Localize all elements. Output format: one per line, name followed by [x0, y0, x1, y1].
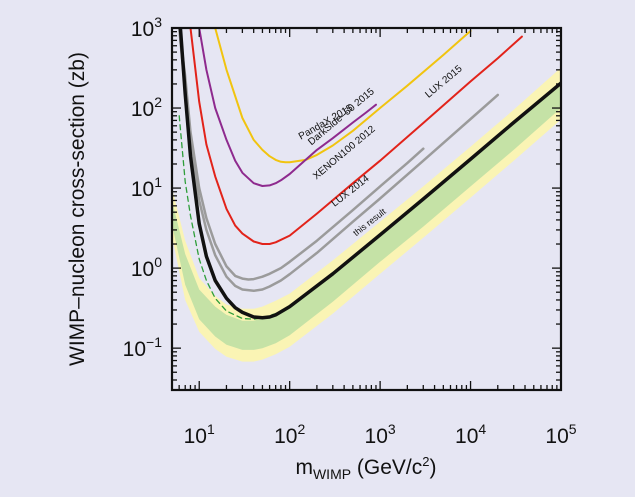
this-result-curve — [178, 28, 561, 320]
limit-curves — [177, 28, 561, 320]
x-tick-label: 105 — [545, 421, 576, 448]
x-tick-label: 102 — [274, 421, 305, 448]
y-tick-label: 10−1 — [123, 334, 163, 361]
sensitivity-2-sigma-band — [172, 67, 561, 362]
sensitivity-bands — [172, 67, 561, 362]
lux-2015-curve — [177, 28, 500, 293]
x-tick-label: 104 — [455, 421, 486, 448]
y-tick-label: 101 — [131, 174, 162, 201]
x-axis-ticks: 101 102 103 104 105 — [178, 28, 577, 448]
y-tick-label: 100 — [131, 254, 162, 281]
sensitivity-1-sigma-band — [172, 80, 561, 350]
y-axis-label: WIMP–nucleon cross-section (zb) — [66, 52, 89, 366]
darkside-50-2015-curve — [198, 28, 377, 187]
xenon100-2012-curve — [189, 28, 523, 245]
pandax-2015-curve — [214, 28, 472, 164]
y-tick-label: 102 — [131, 94, 162, 121]
x-tick-label: 101 — [184, 421, 215, 448]
x-axis-label: mWIMP (GeV/c2) — [295, 454, 436, 482]
lux-2015-label: LUX 2015 — [423, 63, 464, 100]
lux-2014-curve — [177, 28, 425, 281]
lux-2014-label: LUX 2014 — [330, 173, 372, 209]
sensitivity-median-curve — [178, 81, 561, 320]
x-tick-label: 103 — [365, 421, 396, 448]
y-axis-ticks: 10−1 100 101 102 103 — [123, 14, 561, 391]
y-tick-label: 103 — [131, 14, 162, 41]
